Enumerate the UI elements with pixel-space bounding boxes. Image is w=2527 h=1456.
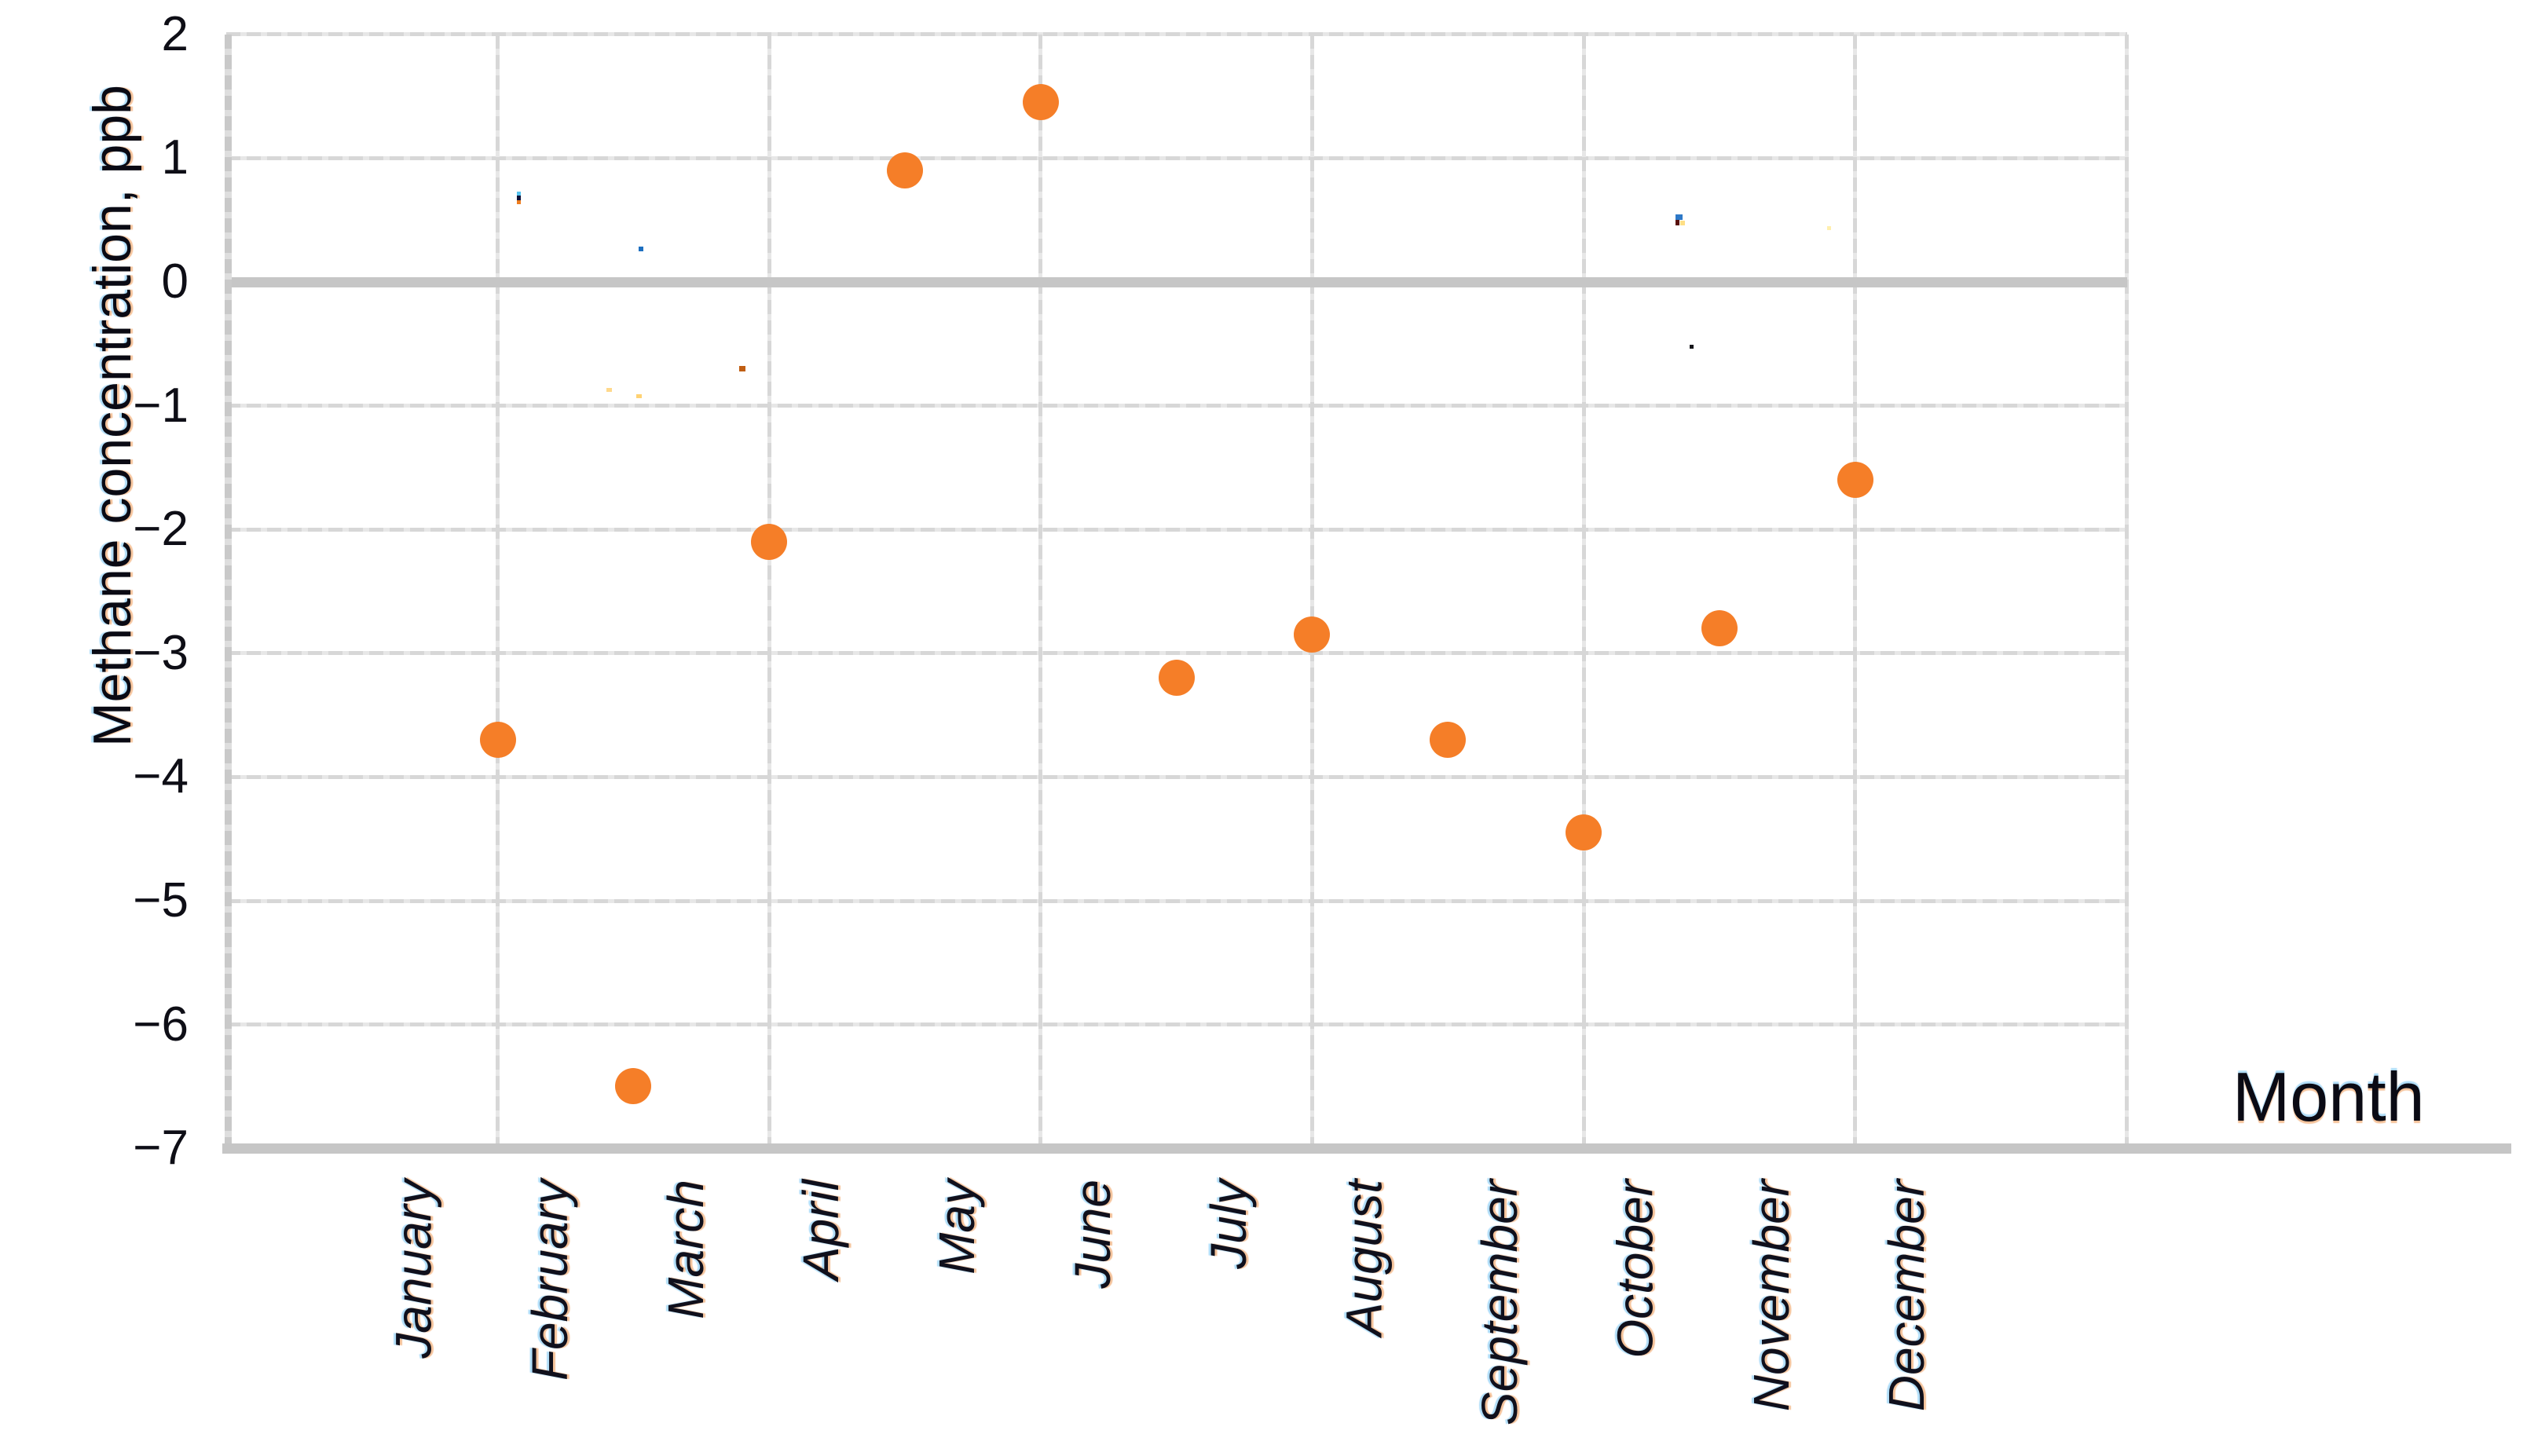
- stray-speck-3: [639, 247, 643, 251]
- x-tick-label-june: June: [1064, 1180, 1121, 1289]
- h-gridline-2: [226, 32, 2127, 37]
- x-tick-label-january: January: [385, 1180, 442, 1359]
- stray-speck-5: [1676, 220, 1679, 225]
- y-tick-label--3: −3: [133, 625, 189, 680]
- x-tick-label-march: March: [657, 1180, 714, 1319]
- v-gridline-6: [1038, 35, 1043, 1148]
- y-tick-label-1: 1: [161, 130, 189, 185]
- x-tick-label-may: May: [928, 1180, 985, 1275]
- y-tick-label--7: −7: [133, 1121, 189, 1176]
- x-tick-label-july: July: [1199, 1180, 1257, 1269]
- stray-speck-1: [517, 196, 521, 200]
- h-gridline--6: [226, 1022, 2127, 1027]
- y-tick-label-0: 0: [161, 254, 189, 309]
- stray-speck-2: [517, 200, 521, 204]
- v-gridline-2: [496, 35, 500, 1148]
- x-tick-label-october: October: [1607, 1180, 1664, 1359]
- data-point-may: [887, 152, 923, 189]
- h-gridline-1: [226, 155, 2127, 160]
- y-tick-label--4: −4: [133, 749, 189, 804]
- x-tick-label-november: November: [1742, 1180, 1800, 1412]
- stray-speck-8: [606, 388, 612, 392]
- zero-gridline: [226, 277, 2127, 287]
- y-tick-label--2: −2: [133, 502, 189, 557]
- data-point-september: [1430, 722, 1467, 759]
- data-point-march: [615, 1068, 652, 1105]
- stray-speck-10: [739, 366, 745, 371]
- x-axis-title: Month: [2232, 1058, 2425, 1136]
- data-point-december: [1837, 462, 1873, 499]
- data-point-february: [479, 722, 516, 759]
- x-tick-label-august: August: [1335, 1180, 1393, 1337]
- stray-speck-7: [1690, 345, 1694, 349]
- y-tick-label--1: −1: [133, 378, 189, 433]
- v-gridline-8: [1309, 35, 1314, 1148]
- y-tick-label--6: −6: [133, 997, 189, 1052]
- y-axis-line: [225, 35, 232, 1151]
- data-point-april: [751, 523, 788, 560]
- h-gridline--2: [226, 527, 2127, 532]
- v-gridline-10: [1581, 35, 1586, 1148]
- data-point-june: [1022, 84, 1059, 121]
- data-point-october: [1566, 814, 1602, 851]
- x-tick-label-february: February: [521, 1180, 578, 1381]
- x-tick-label-april: April: [793, 1180, 850, 1281]
- h-gridline--3: [226, 651, 2127, 656]
- data-point-august: [1294, 616, 1331, 653]
- v-gridline-4: [767, 35, 771, 1148]
- h-gridline--4: [226, 774, 2127, 779]
- stray-speck-0: [517, 192, 521, 196]
- stray-speck-9: [636, 394, 642, 398]
- stray-speck-4: [1676, 214, 1683, 220]
- stray-speck-11: [1827, 226, 1831, 230]
- h-gridline--5: [226, 898, 2127, 903]
- x-axis-line: [222, 1143, 2511, 1154]
- y-tick-label-2: 2: [161, 6, 189, 61]
- h-gridline--1: [226, 404, 2127, 408]
- x-tick-label-december: December: [1878, 1180, 1936, 1412]
- y-tick-label--5: −5: [133, 873, 189, 927]
- data-point-july: [1158, 660, 1195, 697]
- stray-speck-6: [1680, 221, 1685, 225]
- x-tick-label-september: September: [1471, 1180, 1529, 1426]
- v-gridline-14: [2124, 35, 2129, 1148]
- data-point-november: [1701, 610, 1738, 647]
- v-gridline-12: [1853, 35, 1858, 1148]
